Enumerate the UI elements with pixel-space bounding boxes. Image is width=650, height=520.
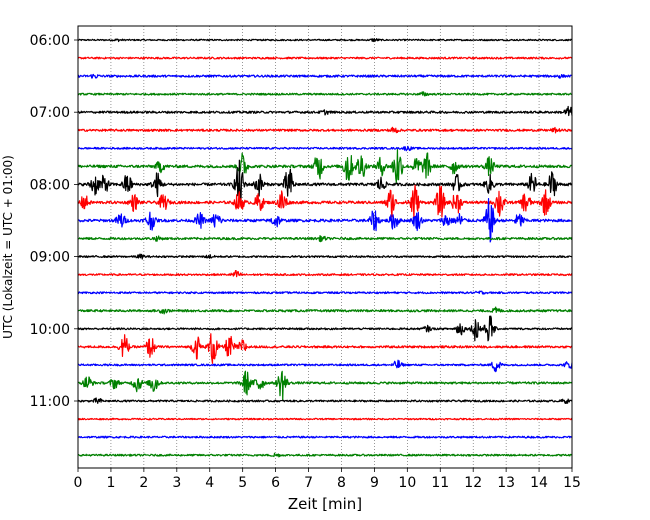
x-tick-label: 11	[431, 475, 449, 491]
y-axis-label: UTC (Lokalzeit = UTC + 01:00)	[1, 155, 15, 339]
x-tick-label: 10	[398, 475, 416, 491]
x-tick-label: 5	[238, 475, 247, 491]
trace-series	[77, 38, 573, 458]
x-axis-ticks: 0 1 2 3 4 5 6 7 8 9 10 11 12 13 14 15	[74, 468, 581, 491]
trace-line	[77, 126, 573, 134]
trace-line	[77, 435, 573, 439]
y-tick-label: 09:00	[30, 250, 70, 266]
x-tick-label: 4	[205, 475, 214, 491]
trace-line	[77, 452, 573, 458]
x-tick-label: 15	[563, 475, 581, 491]
trace-line	[77, 38, 573, 43]
x-tick-label: 0	[74, 475, 83, 491]
trace-line	[77, 198, 573, 243]
y-tick-label: 11:00	[30, 394, 70, 410]
x-tick-label: 13	[497, 475, 515, 491]
trace-line	[77, 73, 573, 79]
trace-line	[77, 56, 573, 60]
x-tick-label: 9	[370, 475, 379, 491]
trace-line	[77, 417, 573, 421]
x-tick-label: 3	[172, 475, 181, 491]
y-tick-label: 06:00	[30, 33, 70, 49]
trace-line	[77, 184, 573, 221]
trace-line	[77, 306, 573, 315]
x-axis-label: Zeit [min]	[288, 495, 362, 513]
trace-line	[77, 235, 573, 243]
y-tick-label: 08:00	[30, 177, 70, 193]
y-axis-ticks: 06:00 07:00 08:00 09:00 10:00 11:00	[30, 33, 78, 410]
x-tick-label: 6	[271, 475, 280, 491]
trace-line	[77, 370, 573, 401]
trace-line	[77, 359, 573, 373]
x-tick-label: 2	[139, 475, 148, 491]
trace-line	[77, 145, 573, 152]
x-tick-label: 7	[304, 475, 313, 491]
trace-line	[77, 105, 573, 117]
trace-line	[77, 149, 573, 184]
trace-line	[77, 290, 573, 295]
trace-line	[77, 91, 573, 97]
trace-line	[77, 269, 573, 278]
x-tick-label: 14	[530, 475, 548, 491]
y-tick-label: 07:00	[30, 105, 70, 121]
y-tick-label: 10:00	[30, 322, 70, 338]
trace-line	[77, 159, 573, 200]
trace-line	[77, 333, 573, 364]
trace-line	[77, 253, 573, 260]
x-tick-label: 1	[106, 475, 115, 491]
trace-line	[77, 315, 573, 342]
plot-frame	[77, 25, 573, 469]
x-tick-label: 8	[337, 475, 346, 491]
x-tick-label: 12	[464, 475, 482, 491]
trace-line	[77, 397, 573, 405]
